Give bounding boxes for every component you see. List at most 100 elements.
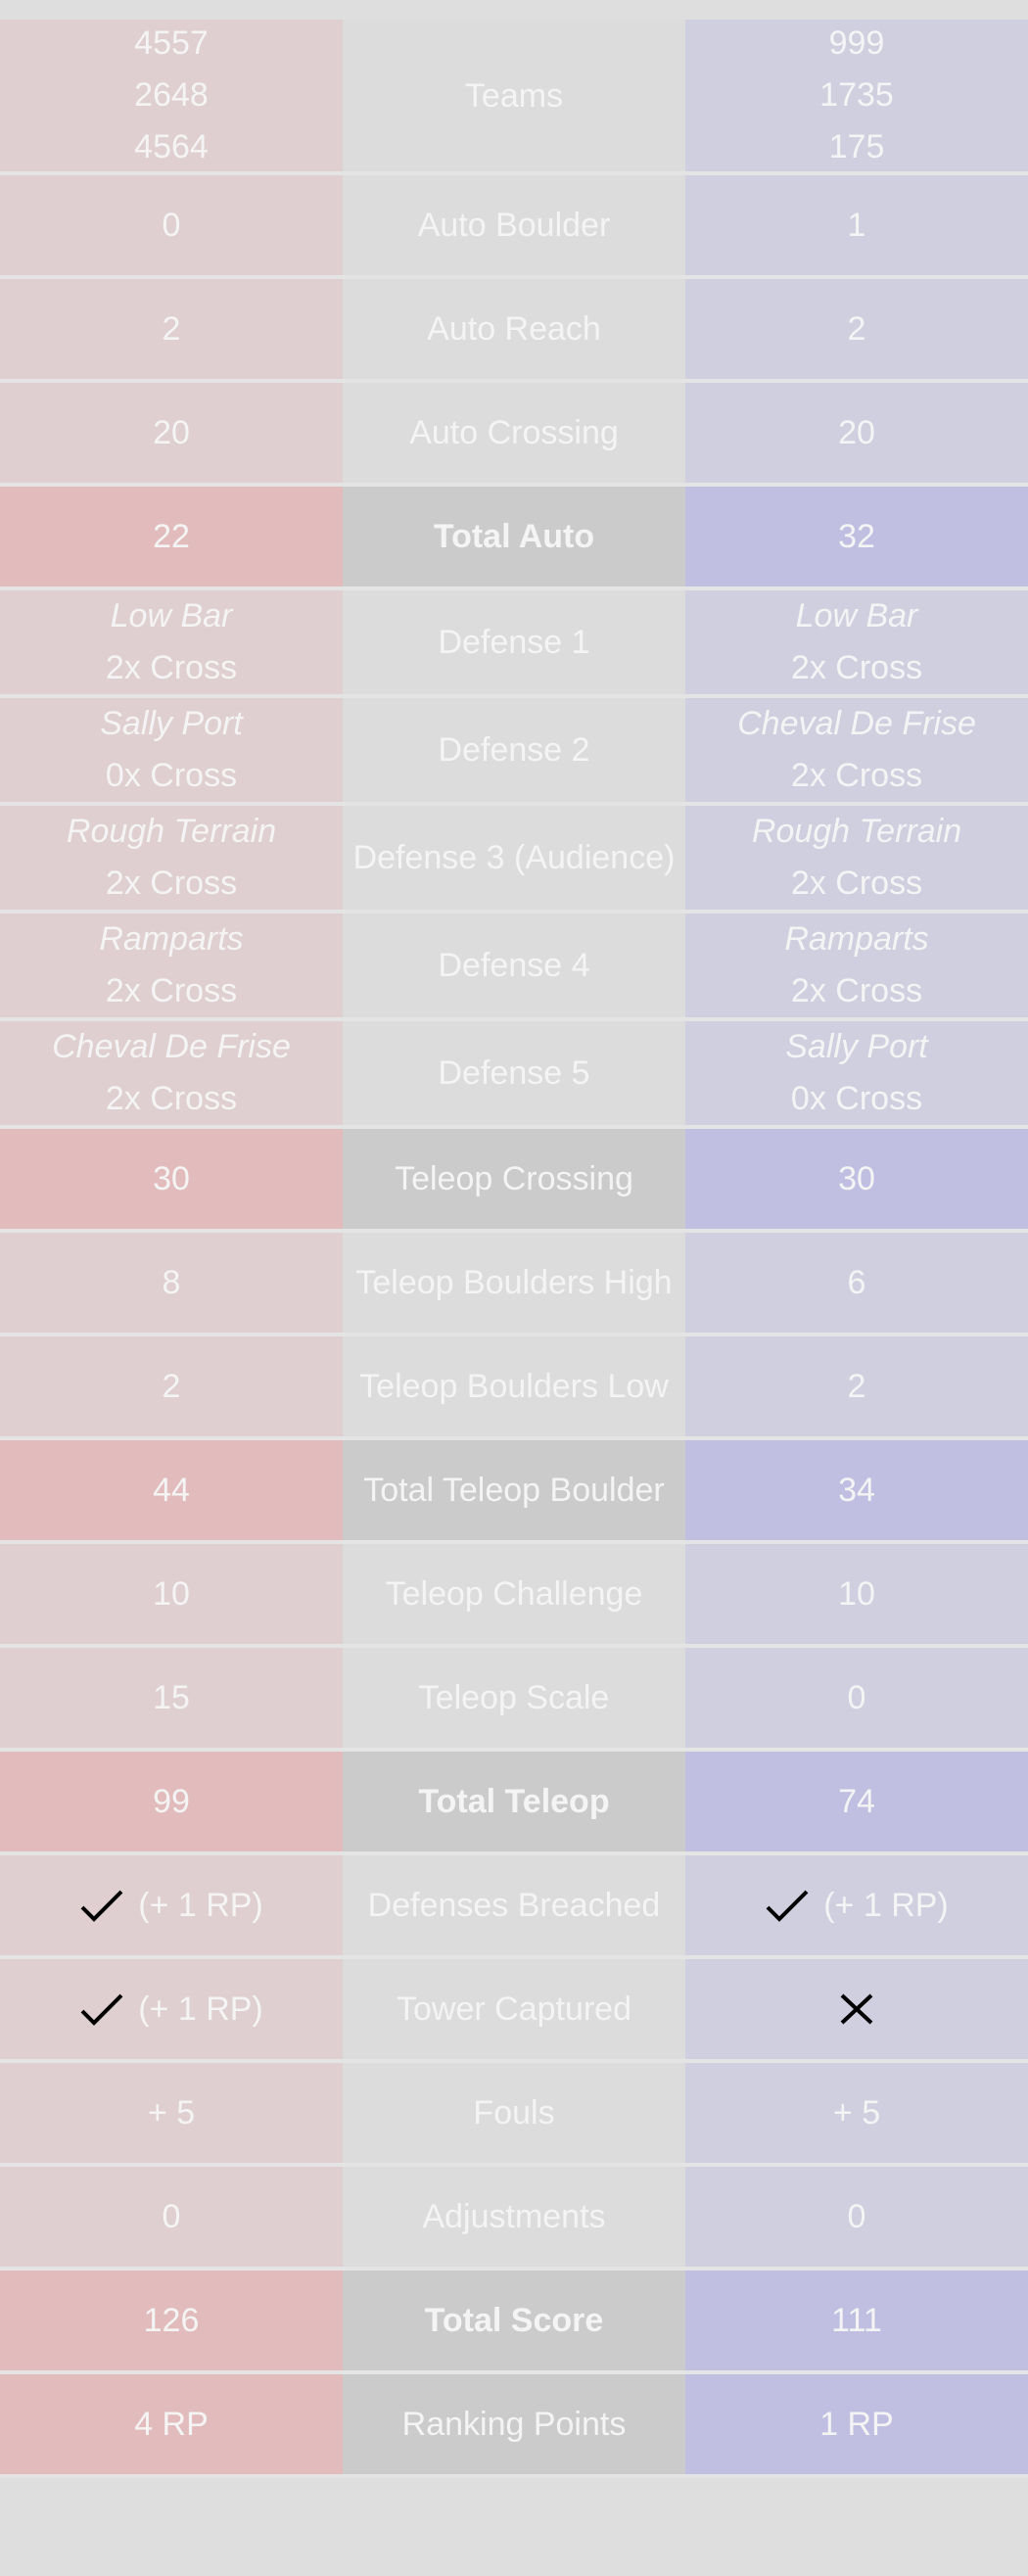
red-alliance-cell: Rough Terrain 2x Cross [0,806,343,910]
score-value: 30 [153,1159,190,1197]
row-label-cell: Auto Crossing [343,383,685,483]
row-label: Defense 4 [438,947,590,984]
teleop-crossing-row: 30 Teleop Crossing 30 [0,1129,1028,1233]
defense-5-row: Cheval De Frise 2x Cross Defense 5 Sally Po… [0,1021,1028,1129]
cross-count: 2x Cross [105,1080,238,1117]
defense-1-row: Low Bar 2x Cross Defense 1 Low Bar 2x Cross [0,590,1028,698]
check-icon [79,1990,124,2029]
row-label: Auto Reach [427,310,601,348]
fouls-row: + 5 Fouls + 5 [0,2063,1028,2167]
defense-name: Cheval De Frise [737,705,976,742]
red-alliance-cell: 30 [0,1129,343,1229]
blue-alliance-cell: + 5 [685,2063,1028,2163]
cross-count: 2x Cross [105,972,238,1009]
score-value: 4 RP [134,2405,209,2443]
score-value: 2 [847,1367,866,1405]
defense-4-row: Ramparts 2x Cross Defense 4 Ramparts 2x Cros… [0,913,1028,1021]
blue-alliance-cell: 74 [685,1752,1028,1851]
row-label: Total Teleop Boulder [363,1472,665,1509]
teleop-scale-row: 15 Teleop Scale 0 [0,1648,1028,1752]
row-label-cell: Teleop Boulders High [343,1233,685,1333]
defense-name: Rough Terrain [66,813,277,850]
row-label-cell: Defense 5 [343,1021,685,1125]
score-value: 2 [162,309,181,348]
score-breakdown-table: 4557 2648 4564 Teams 999 1735 175 0 Auto Boulder… [0,20,1028,2478]
red-alliance-cell: 2 [0,279,343,379]
row-label-cell: Adjustments [343,2167,685,2267]
row-label-cell: Teleop Crossing [343,1129,685,1229]
score-value: 111 [831,2301,882,2339]
status-mark: (+ 1 RP) [765,1880,949,1932]
blue-alliance-cell: 2 [685,1336,1028,1436]
team-number: 1735 [819,76,894,114]
red-alliance-cell: 0 [0,2167,343,2267]
teleop-boulders-low-row: 2 Teleop Boulders Low 2 [0,1336,1028,1440]
score-value: 30 [838,1159,875,1197]
red-alliance-cell: 99 [0,1752,343,1851]
blue-alliance-cell: Cheval De Frise 2x Cross [685,698,1028,802]
row-label: Teams [464,76,564,115]
blue-alliance-cell: 1 RP [685,2374,1028,2474]
row-label: Defense 2 [438,731,590,769]
row-label-cell: Fouls [343,2063,685,2163]
check-icon [79,1886,124,1925]
defense-name: Ramparts [784,920,929,958]
score-value: 10 [838,1574,875,1613]
score-value: 20 [838,413,875,451]
blue-alliance-cell: Low Bar 2x Cross [685,590,1028,694]
score-value: 2 [847,309,866,348]
score-value: 2 [162,1367,181,1405]
row-label-cell: Defense 1 [343,590,685,694]
teleop-boulders-high-row: 8 Teleop Boulders High 6 [0,1233,1028,1336]
auto-reach-row: 2 Auto Reach 2 [0,279,1028,383]
cross-count: 2x Cross [790,972,923,1009]
blue-alliance-cell: 0 [685,1648,1028,1748]
status-mark: (+ 1 RP) [79,1880,263,1932]
rp-bonus: (+ 1 RP) [138,1990,263,2028]
blue-alliance-cell: 20 [685,383,1028,483]
defense-name: Rough Terrain [751,813,962,850]
score-value: 8 [162,1263,181,1301]
red-alliance-cell: 15 [0,1648,343,1748]
score-value: 22 [153,517,190,555]
ranking-points-row: 4 RP Ranking Points 1 RP [0,2374,1028,2478]
defense-name: Low Bar [110,597,233,634]
team-number: 175 [828,128,885,165]
score-value: 1 [847,206,866,244]
blue-alliance-cell [685,1959,1028,2059]
blue-alliance-cell: Rough Terrain 2x Cross [685,806,1028,910]
row-label: Defense 1 [438,624,590,661]
cross-count: 0x Cross [105,757,238,794]
teams-row: 4557 2648 4564 Teams 999 1735 175 [0,20,1028,175]
auto-boulder-row: 0 Auto Boulder 1 [0,175,1028,279]
blue-alliance-cell: 111 [685,2271,1028,2370]
row-label-cell: Ranking Points [343,2374,685,2474]
blue-alliance-cell: 10 [685,1544,1028,1644]
row-label: Defenses Breached [367,1887,661,1924]
defense-name: Ramparts [99,920,244,958]
row-label-cell: Total Teleop [343,1752,685,1851]
row-label-cell: Teleop Scale [343,1648,685,1748]
row-label-cell: Defenses Breached [343,1855,685,1955]
status-mark [834,1990,879,2029]
row-label-cell: Teams [343,20,685,171]
score-value: 20 [153,413,190,451]
row-label: Adjustments [422,2198,606,2235]
row-label-cell: Defense 3 (Audience) [343,806,685,910]
total-teleop-boulder-row: 44 Total Teleop Boulder 34 [0,1440,1028,1544]
row-label-cell: Auto Reach [343,279,685,379]
team-number: 4564 [134,128,209,165]
row-label-cell: Defense 2 [343,698,685,802]
blue-alliance-cell: Ramparts 2x Cross [685,913,1028,1017]
row-label-cell: Total Score [343,2271,685,2370]
tower-captured-row: (+ 1 RP) Tower Captured [0,1959,1028,2063]
red-alliance-cell: (+ 1 RP) [0,1855,343,1955]
row-label: Auto Boulder [417,207,611,244]
row-label-cell: Defense 4 [343,913,685,1017]
row-label: Total Score [424,2302,604,2339]
row-label: Teleop Scale [418,1679,610,1716]
row-label-cell: Total Auto [343,487,685,586]
score-value: 0 [847,2197,866,2235]
auto-crossing-row: 20 Auto Crossing 20 [0,383,1028,487]
red-alliance-cell: Sally Port 0x Cross [0,698,343,802]
